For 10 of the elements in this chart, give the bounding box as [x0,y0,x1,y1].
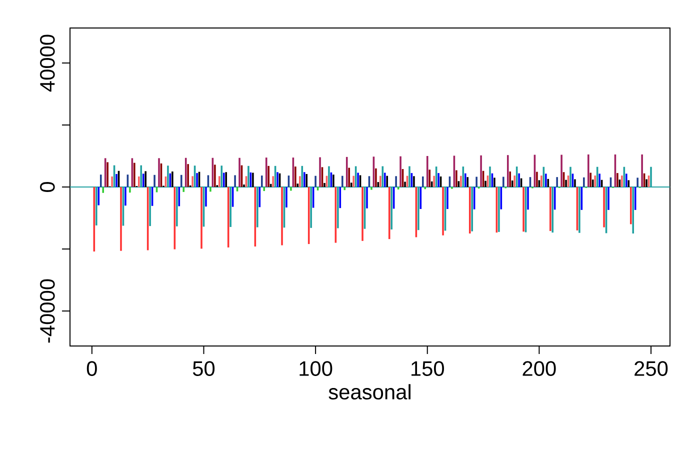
x-tick-label: 50 [192,361,215,376]
x-tick-label: 200 [522,361,556,376]
x-axis-title: seasonal [328,384,410,400]
y-tick-label: 40000 [40,34,55,92]
x-tick-label: 250 [634,361,668,376]
x-tick-label: 0 [86,361,97,376]
y-tick-label: -40000 [40,279,55,343]
x-tick-label: 150 [412,361,444,376]
y-tick-label: 0 [40,182,55,192]
x-tick-label: 100 [300,361,332,376]
